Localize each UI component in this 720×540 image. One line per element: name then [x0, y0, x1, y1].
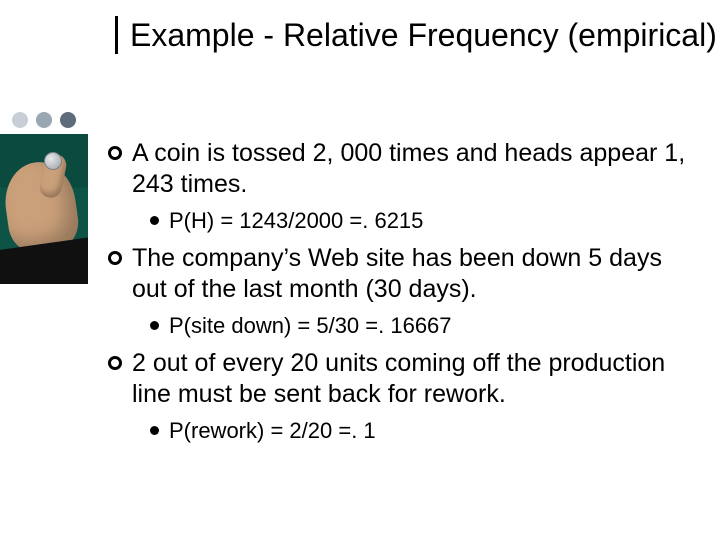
list-item-text: A coin is tossed 2, 000 times and heads …: [132, 138, 698, 201]
list-subitem: P(H) = 1243/2000 =. 6215: [150, 207, 698, 236]
decor-dot: [36, 112, 52, 128]
title-block: Example - Relative Frequency (empirical): [115, 16, 717, 54]
list-item: The company’s Web site has been down 5 d…: [108, 243, 698, 306]
list-subitem-text: P(rework) = 2/20 =. 1: [169, 417, 376, 446]
title-vertical-rule: [115, 16, 118, 54]
body-list: A coin is tossed 2, 000 times and heads …: [108, 132, 698, 453]
coin-toss-photo: [0, 134, 88, 284]
list-group: The company’s Web site has been down 5 d…: [108, 243, 698, 340]
coin-icon: [44, 152, 62, 170]
list-subitem: P(rework) = 2/20 =. 1: [150, 417, 698, 446]
solid-bullet-icon: [150, 216, 159, 225]
list-item: A coin is tossed 2, 000 times and heads …: [108, 138, 698, 201]
sleeve-shape: [0, 237, 88, 284]
list-item-text: The company’s Web site has been down 5 d…: [132, 243, 698, 306]
hollow-bullet-icon: [108, 146, 122, 160]
list-item: 2 out of every 20 units coming off the p…: [108, 348, 698, 411]
decor-dot: [60, 112, 76, 128]
hollow-bullet-icon: [108, 251, 122, 265]
solid-bullet-icon: [150, 321, 159, 330]
list-subitem-text: P(site down) = 5/30 =. 16667: [169, 312, 452, 341]
slide-title: Example - Relative Frequency (empirical): [130, 16, 717, 54]
hollow-bullet-icon: [108, 356, 122, 370]
decor-dots: [12, 112, 76, 128]
list-subitem: P(site down) = 5/30 =. 16667: [150, 312, 698, 341]
slide: Example - Relative Frequency (empirical)…: [0, 0, 720, 540]
list-subitem-text: P(H) = 1243/2000 =. 6215: [169, 207, 423, 236]
list-group: A coin is tossed 2, 000 times and heads …: [108, 138, 698, 235]
list-item-text: 2 out of every 20 units coming off the p…: [132, 348, 698, 411]
solid-bullet-icon: [150, 426, 159, 435]
decor-dot: [12, 112, 28, 128]
list-group: 2 out of every 20 units coming off the p…: [108, 348, 698, 445]
